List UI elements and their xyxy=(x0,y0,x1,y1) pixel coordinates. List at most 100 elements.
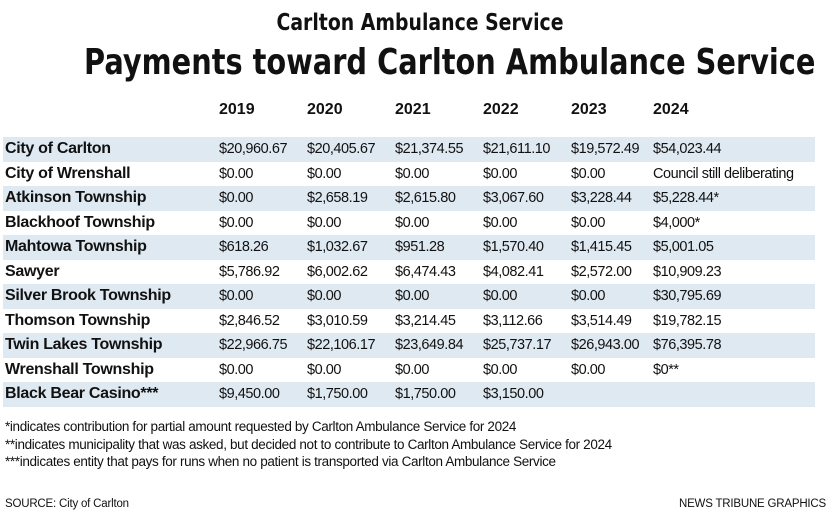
cell-2020: $0.00 xyxy=(305,284,393,309)
column-header-2022: 2022 xyxy=(483,101,519,118)
cell-2022: $21,611.10 xyxy=(481,137,569,162)
table-row: Blackhoof Township $0.00 $0.00 $0.00 $0.00 $0… xyxy=(3,211,815,236)
cell-2024: $4,000* xyxy=(653,214,700,231)
cell-2024: Council still deliberating xyxy=(653,165,794,182)
cell-2022: $1,570.40 xyxy=(481,235,569,260)
cell-2021: $2,615.80 xyxy=(393,186,481,211)
cell-2023: $19,572.49 xyxy=(569,137,651,162)
cell-2024: $54,023.44 xyxy=(651,137,815,162)
cell-2023: $0.00 xyxy=(571,361,606,378)
payments-table: 2019 2020 2021 2022 2023 2024 City of Ca… xyxy=(3,97,815,407)
cell-2019: $5,786.92 xyxy=(219,263,280,280)
cell-2024 xyxy=(651,382,815,407)
cell-2022: $0.00 xyxy=(483,361,518,378)
cell-2024: $5,001.05 xyxy=(651,235,815,260)
row-name: Silver Brook Township xyxy=(3,284,217,309)
cell-2021: $0.00 xyxy=(395,361,430,378)
table-row: Twin Lakes Township $22,966.75 $22,106.17 $… xyxy=(3,333,815,358)
cell-2024: $10,909.23 xyxy=(653,263,722,280)
table-row: Silver Brook Township $0.00 $0.00 $0.00 $0.0… xyxy=(3,284,815,309)
cell-2019: $0.00 xyxy=(217,186,305,211)
cell-2023: $3,514.49 xyxy=(571,312,632,329)
row-name: Sawyer xyxy=(5,262,60,280)
source-note: SOURCE: City of Carlton xyxy=(5,498,129,510)
cell-2022: $3,150.00 xyxy=(481,382,569,407)
cell-2024: $30,795.69 xyxy=(651,284,815,309)
column-header-2023: 2023 xyxy=(571,101,607,118)
spacer-cell xyxy=(3,123,815,137)
cell-2020: $6,002.62 xyxy=(307,263,368,280)
row-name: Thomson Township xyxy=(5,311,151,329)
row-name: Atkinson Township xyxy=(3,186,217,211)
cell-2020: $0.00 xyxy=(307,214,342,231)
cell-2021: $21,374.55 xyxy=(393,137,481,162)
footnotes: *indicates contribution for partial amou… xyxy=(5,418,825,471)
cell-2020: $0.00 xyxy=(307,165,342,182)
row-name: Twin Lakes Township xyxy=(3,333,217,358)
cell-2022: $0.00 xyxy=(483,214,518,231)
cell-2019: $618.26 xyxy=(217,235,305,260)
cell-2023: $1,415.45 xyxy=(569,235,651,260)
cell-2020: $1,032.67 xyxy=(305,235,393,260)
cell-2020: $2,658.19 xyxy=(305,186,393,211)
cell-2020: $20,405.67 xyxy=(305,137,393,162)
cell-2023: $0.00 xyxy=(569,284,651,309)
cell-2019: $0.00 xyxy=(217,284,305,309)
cell-2023: $3,228.44 xyxy=(569,186,651,211)
cell-2024: $19,782.15 xyxy=(653,312,722,329)
chart-title: Payments toward Carlton Ambulance Servic… xyxy=(84,42,816,83)
column-header-2019: 2019 xyxy=(219,101,255,118)
cell-2021: $23,649.84 xyxy=(393,333,481,358)
cell-2024: $76,395.78 xyxy=(651,333,815,358)
graphics-credit: NEWS TRIBUNE GRAPHICS xyxy=(678,498,826,510)
table-row: Mahtowa Township $618.26 $1,032.67 $951.28 $… xyxy=(3,235,815,260)
cell-2023: $26,943.00 xyxy=(569,333,651,358)
cell-2020: $1,750.00 xyxy=(305,382,393,407)
column-header-2021: 2021 xyxy=(395,101,431,118)
header-spacer xyxy=(3,123,815,137)
cell-2021: $0.00 xyxy=(395,214,430,231)
chart-supertitle: Carlton Ambulance Service xyxy=(276,10,564,36)
table-row: Black Bear Casino*** $9,450.00 $1,750.00 $1… xyxy=(3,382,815,407)
row-name: Blackhoof Township xyxy=(5,213,155,231)
table-row: Sawyer $5,786.92 $6,002.62 $6,474.43 $4,082.… xyxy=(3,260,815,285)
cell-2020: $22,106.17 xyxy=(305,333,393,358)
row-name: Black Bear Casino*** xyxy=(3,382,217,407)
row-name: City of Wrenshall xyxy=(5,164,131,182)
table-row: Thomson Township $2,846.52 $3,010.59 $3,214… xyxy=(3,309,815,334)
table-row: City of Wrenshall $0.00 $0.00 $0.00 $0.00 $0.… xyxy=(3,162,815,187)
cell-2021: $951.28 xyxy=(393,235,481,260)
cell-2021: $0.00 xyxy=(395,165,430,182)
cell-2021: $3,214.45 xyxy=(395,312,456,329)
table-row: City of Carlton $20,960.67 $20,405.67 $21,3… xyxy=(3,137,815,162)
footnote-no-transport: ***indicates entity that pays for runs w… xyxy=(5,454,556,469)
cell-2019: $9,450.00 xyxy=(217,382,305,407)
table-body: City of Carlton $20,960.67 $20,405.67 $21,3… xyxy=(3,123,815,407)
cell-2024: $5,228.44* xyxy=(651,186,815,211)
cell-2022: $0.00 xyxy=(481,284,569,309)
cell-2020: $0.00 xyxy=(307,361,342,378)
row-name: Wrenshall Township xyxy=(5,360,154,378)
cell-2022: $3,112.66 xyxy=(483,312,543,329)
row-name: City of Carlton xyxy=(3,137,217,162)
cell-2022: $25,737.17 xyxy=(481,333,569,358)
cell-2021: $6,474.43 xyxy=(395,263,456,280)
cell-2023: $0.00 xyxy=(571,214,606,231)
footnote-partial-amount: *indicates contribution for partial amou… xyxy=(5,419,517,434)
cell-2019: $0.00 xyxy=(219,361,254,378)
cell-2023: $2,572.00 xyxy=(571,263,632,280)
cell-2022: $4,082.41 xyxy=(483,263,544,280)
footnote-declined: **indicates municipality that was asked,… xyxy=(5,436,612,452)
cell-2021: $0.00 xyxy=(393,284,481,309)
cell-2021: $1,750.00 xyxy=(393,382,481,407)
cell-2022: $3,067.60 xyxy=(481,186,569,211)
cell-2019: $20,960.67 xyxy=(217,137,305,162)
cell-2023: $0.00 xyxy=(571,165,606,182)
cell-2019: $22,966.75 xyxy=(217,333,305,358)
row-name: Mahtowa Township xyxy=(3,235,217,260)
column-header-name xyxy=(3,97,217,123)
cell-2023 xyxy=(569,382,651,407)
cell-2019: $0.00 xyxy=(219,165,254,182)
cell-2019: $0.00 xyxy=(219,214,254,231)
cell-2024: $0** xyxy=(653,361,679,378)
